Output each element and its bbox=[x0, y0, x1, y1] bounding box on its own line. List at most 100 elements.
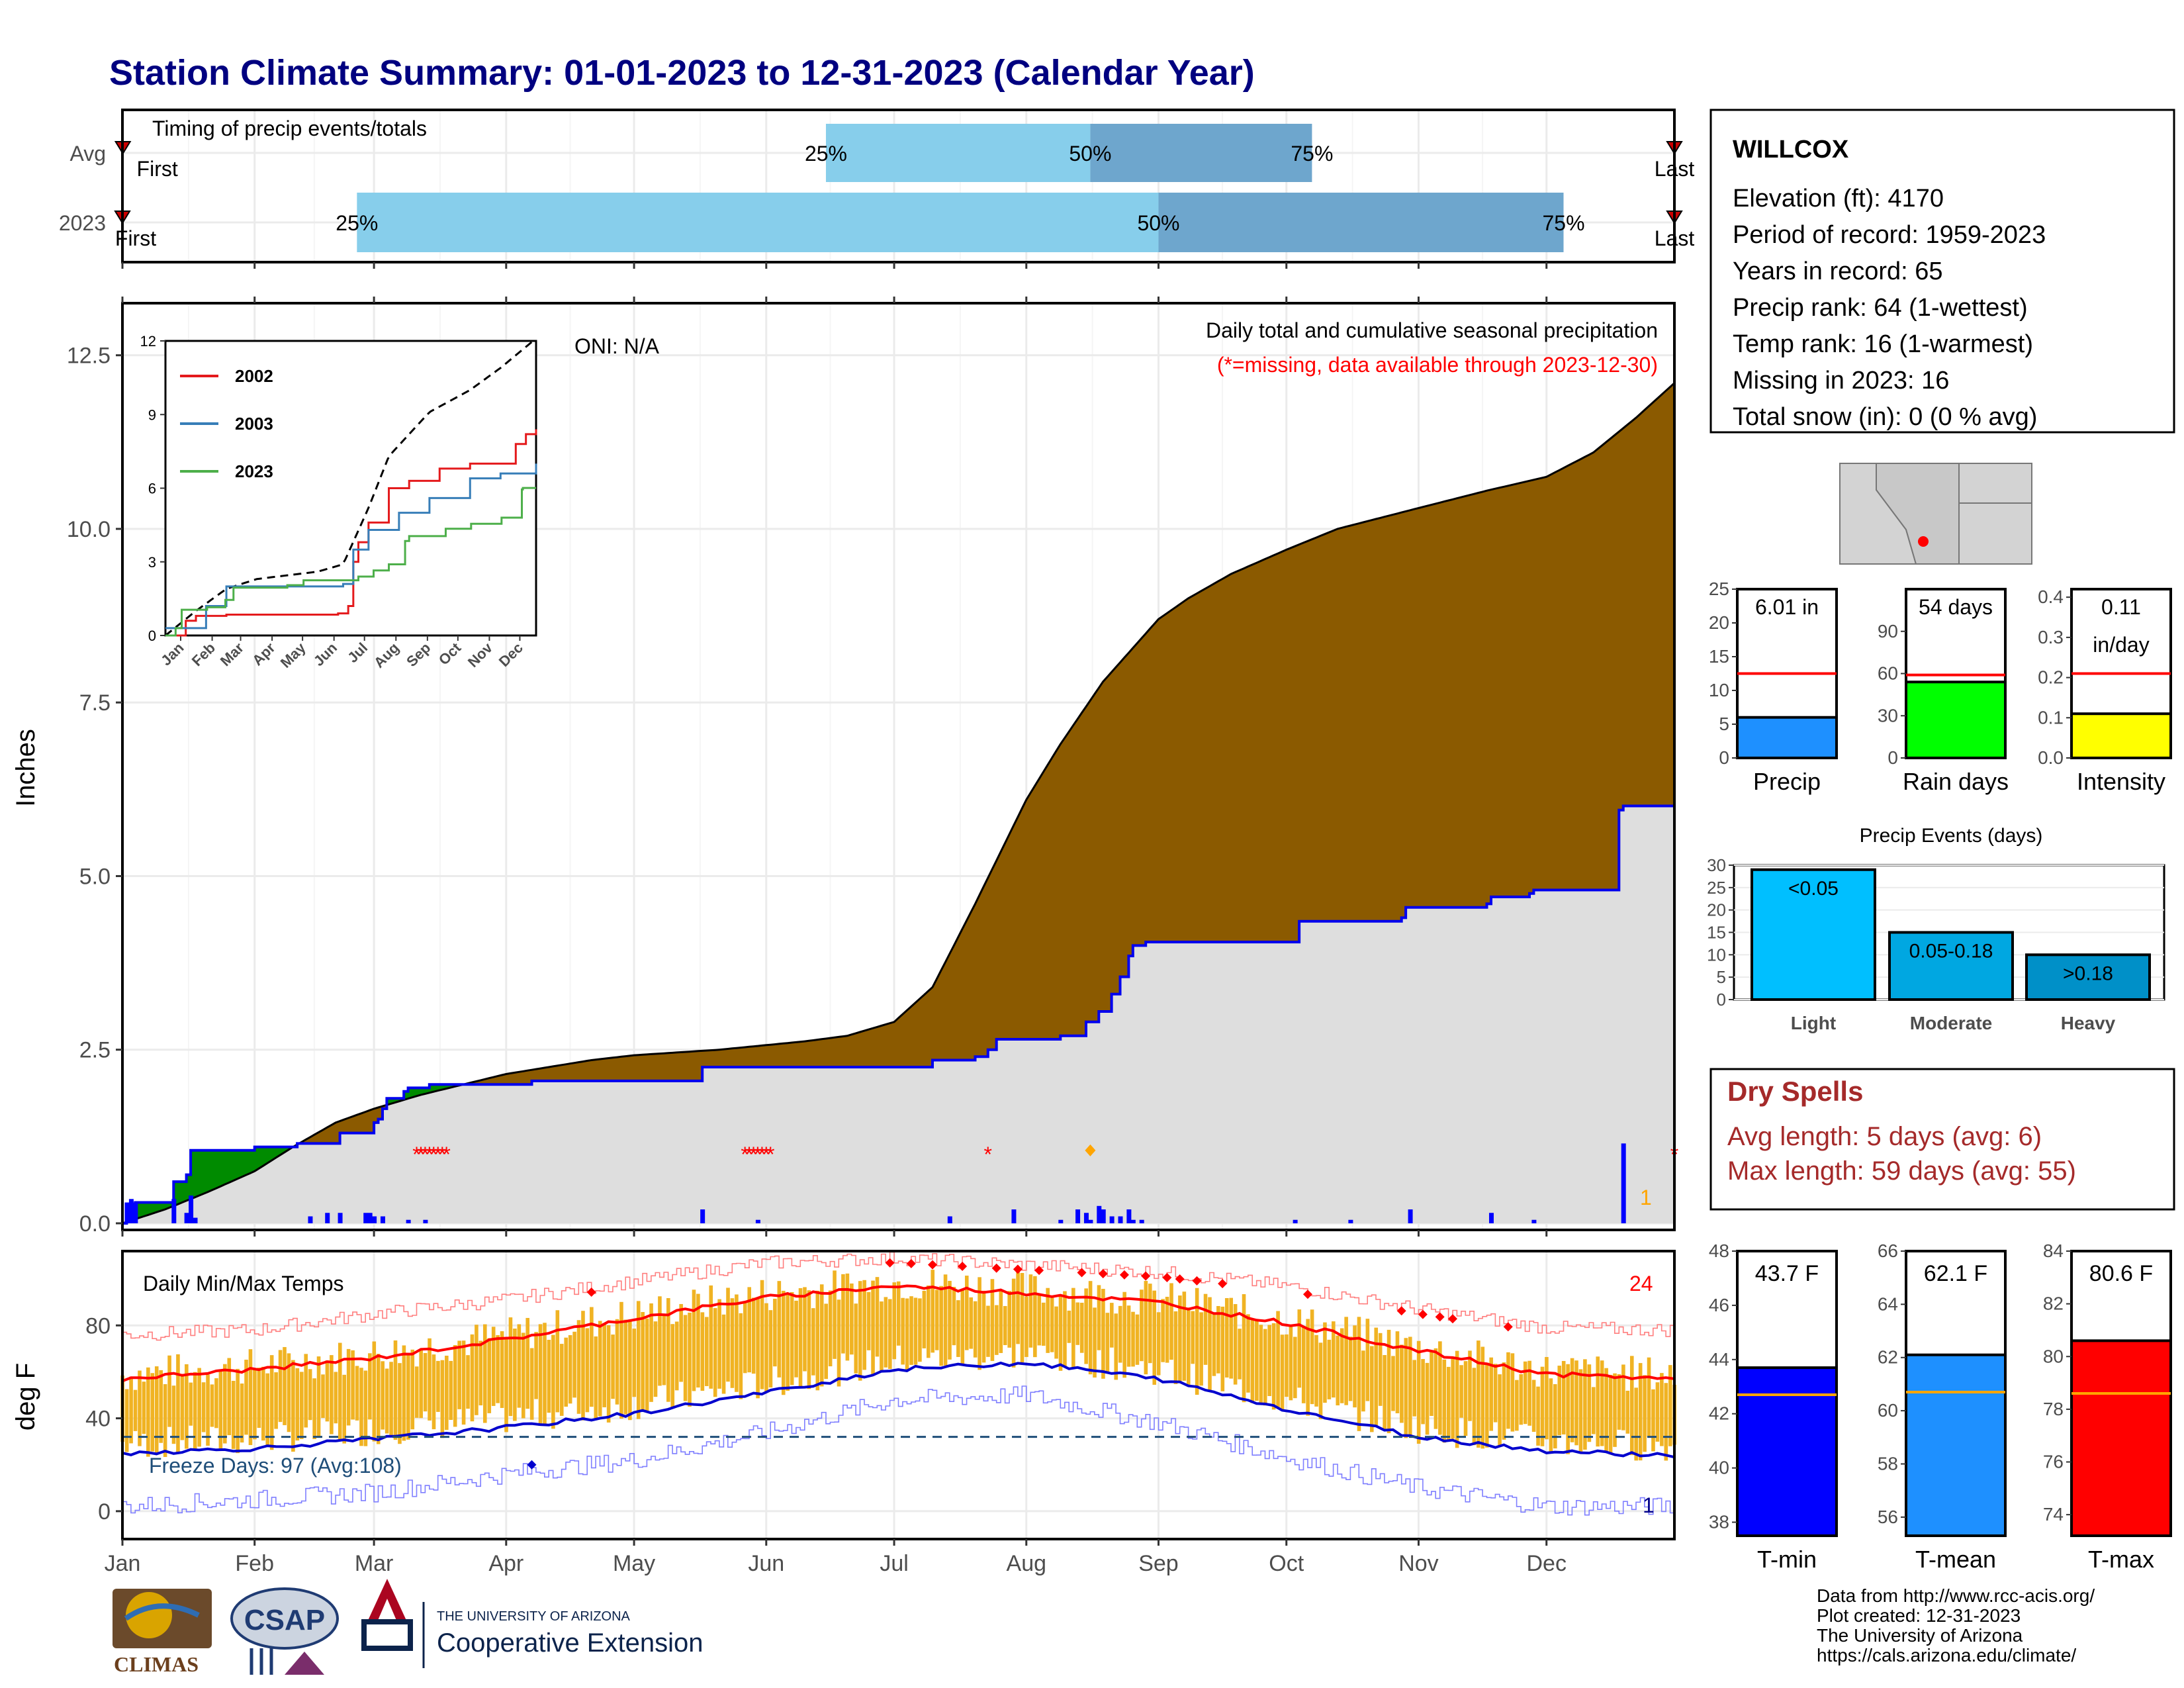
precip-y-tick: 5.0 bbox=[79, 864, 111, 889]
daily-temp-bar bbox=[896, 1281, 901, 1346]
daily-temp-bar bbox=[866, 1291, 871, 1350]
daily-temp-bar bbox=[385, 1368, 389, 1434]
daily-temp-bar bbox=[1365, 1319, 1370, 1401]
temp-gauge-value: 43.7 F bbox=[1755, 1261, 1819, 1286]
daily-precip-bar bbox=[406, 1219, 411, 1223]
daily-temp-bar bbox=[1003, 1305, 1007, 1345]
daily-temp-bar bbox=[922, 1290, 927, 1348]
daily-temp-bar bbox=[1596, 1356, 1600, 1447]
daily-temp-bar bbox=[1604, 1368, 1608, 1452]
daily-temp-bar bbox=[704, 1317, 709, 1386]
month-tick-label: Nov bbox=[1398, 1551, 1438, 1576]
daily-temp-bar bbox=[632, 1329, 637, 1397]
record-high-marker bbox=[885, 1258, 895, 1268]
daily-temp-bar bbox=[496, 1335, 500, 1403]
daily-temp-bar bbox=[1655, 1382, 1660, 1442]
gauge-label: Intensity bbox=[2077, 768, 2165, 795]
climas-logo: CLIMAS bbox=[113, 1589, 212, 1676]
daily-temp-bar bbox=[1285, 1334, 1289, 1397]
gauge-tick: 25 bbox=[1709, 579, 1729, 599]
daily-temp-bar bbox=[1122, 1291, 1126, 1378]
daily-temp-bar bbox=[1020, 1273, 1024, 1363]
daily-precip-bar bbox=[367, 1213, 373, 1223]
daily-temp-bar bbox=[308, 1369, 312, 1421]
gauge-tick: 60 bbox=[1878, 663, 1898, 684]
locator-map bbox=[1839, 463, 2032, 565]
ua-logo-big: Cooperative Extension bbox=[437, 1628, 703, 1658]
daily-temp-bar bbox=[815, 1290, 820, 1391]
daily-temp-bar bbox=[905, 1298, 909, 1372]
daily-temp-bar bbox=[1144, 1280, 1148, 1375]
daily-temp-bar bbox=[138, 1370, 142, 1446]
temp-gauge-tick: 78 bbox=[2043, 1399, 2064, 1419]
daily-temp-bar bbox=[1438, 1341, 1442, 1435]
daily-temp-bar bbox=[845, 1273, 850, 1361]
daily-precip-bar bbox=[325, 1213, 330, 1223]
temp-gauge-t-mean: 56 58 60 62 64 66 62.1 F T-mean bbox=[1878, 1241, 2007, 1573]
daily-temp-bar bbox=[939, 1286, 943, 1366]
daily-temp-bar bbox=[1327, 1339, 1332, 1399]
daily-temp-bar bbox=[1468, 1350, 1472, 1421]
dry-spells-title: Dry Spells bbox=[1727, 1076, 1863, 1107]
month-tick-label: Mar bbox=[355, 1551, 394, 1576]
daily-temp-bar bbox=[888, 1299, 892, 1369]
daily-temp-bar bbox=[773, 1298, 777, 1367]
missing-day-marker: * bbox=[438, 1143, 446, 1166]
temp-gauge-t-min: 38 40 42 44 46 48 43.7 F T-min bbox=[1709, 1241, 1838, 1573]
daily-temp-bar bbox=[240, 1383, 244, 1443]
temp-gauge-bar bbox=[1905, 1353, 2007, 1538]
missing-day-marker: * bbox=[434, 1143, 442, 1166]
daily-precip-bar bbox=[184, 1213, 189, 1223]
daily-temp-bar bbox=[338, 1342, 342, 1440]
temp-panel-label: Daily Min/Max Temps bbox=[143, 1272, 343, 1295]
gauge-label: Precip bbox=[1753, 768, 1821, 795]
record-high-marker bbox=[1098, 1269, 1108, 1279]
daily-temp-bar bbox=[1186, 1307, 1191, 1385]
daily-temp-bar bbox=[1063, 1291, 1067, 1367]
precip-max-marker bbox=[1085, 1144, 1096, 1156]
gauge-value-text: 6.01 in bbox=[1755, 595, 1819, 619]
missing-day-marker: * bbox=[412, 1143, 420, 1166]
daily-temp-bar bbox=[1421, 1359, 1425, 1425]
precip-y-tick: 2.5 bbox=[79, 1038, 111, 1063]
daily-temp-bar bbox=[150, 1373, 155, 1452]
daily-temp-bar bbox=[1404, 1338, 1408, 1438]
daily-temp-bar bbox=[1425, 1362, 1430, 1435]
daily-temp-bar bbox=[1570, 1358, 1574, 1442]
daily-temp-bar bbox=[594, 1336, 598, 1420]
daily-temp-bar bbox=[1101, 1289, 1105, 1379]
daily-temp-bar bbox=[978, 1277, 981, 1370]
daily-temp-bar bbox=[858, 1281, 862, 1381]
daily-temp-bar bbox=[529, 1348, 534, 1420]
precip-events-category: Light bbox=[1791, 1013, 1836, 1033]
gauge-intensity: 0.0 0.1 0.2 0.3 0.4 0.11 in/day Intensity bbox=[2038, 586, 2172, 795]
daily-temp-bar bbox=[1024, 1296, 1028, 1357]
credit-line: The University of Arizona bbox=[1817, 1625, 2023, 1646]
daily-temp-bar bbox=[1561, 1360, 1566, 1434]
daily-temp-bar bbox=[547, 1340, 551, 1413]
gauge-tick: 20 bbox=[1709, 612, 1729, 633]
missing-day-marker: * bbox=[758, 1143, 766, 1166]
daily-temp-bar bbox=[564, 1337, 568, 1407]
temp-panel: 0 40 80 deg F Daily Min/Max Temps 24 1 Fre… bbox=[11, 1250, 1676, 1540]
daily-precip-bar bbox=[947, 1216, 952, 1223]
daily-temp-bar bbox=[1566, 1364, 1570, 1454]
daily-temp-bar bbox=[1387, 1329, 1391, 1434]
daily-precip-bar bbox=[363, 1213, 369, 1223]
inset-legend-label: 2002 bbox=[235, 366, 273, 386]
daily-temp-bar bbox=[990, 1279, 995, 1361]
daily-precip-bar bbox=[1130, 1219, 1136, 1223]
month-tick-label: Sep bbox=[1138, 1551, 1179, 1576]
daily-temp-bar bbox=[278, 1350, 283, 1423]
daily-temp-bar bbox=[478, 1340, 483, 1406]
daily-temp-bar bbox=[445, 1355, 449, 1430]
daily-precip-bar bbox=[380, 1216, 385, 1223]
events-y-tick: 15 bbox=[1707, 923, 1726, 943]
daily-temp-bar bbox=[735, 1294, 739, 1392]
daily-temp-bar bbox=[231, 1380, 236, 1449]
events-y-tick: 20 bbox=[1707, 900, 1726, 920]
daily-temp-bar bbox=[470, 1334, 475, 1422]
temp-gauge-bar bbox=[1736, 1366, 1838, 1537]
